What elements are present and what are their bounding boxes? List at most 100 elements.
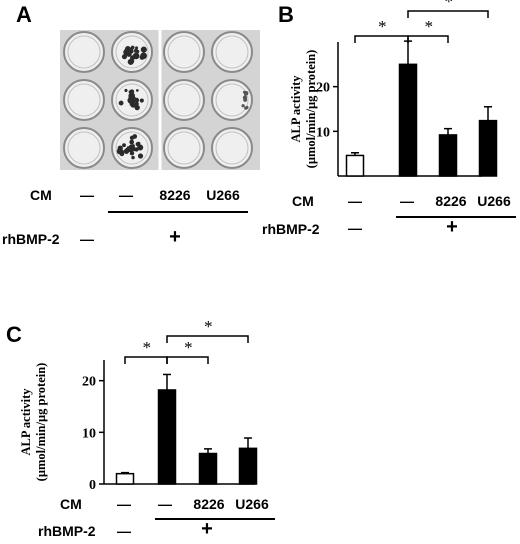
stain-spot-r1: [135, 46, 139, 50]
well-inner-r1-c1: [67, 35, 101, 69]
panel-b-cm-cond-3: 8226: [435, 193, 467, 209]
stain-spot-r2: [118, 100, 124, 106]
panel-c-rhbmp-label: rhBMP-2: [38, 523, 96, 539]
panel-c-rhbmp-cond-2: +: [201, 518, 213, 540]
panel-a-cm-cond-2: —: [119, 187, 133, 203]
C-significance-bracket: [166, 335, 249, 343]
well-inner-r1-c3: [167, 35, 201, 69]
B-significance-star: *: [444, 0, 453, 11]
well-r3-c1: [63, 127, 105, 169]
panel-c-cm-cond-3: 8226: [193, 496, 225, 512]
stain-spot-r1: [140, 56, 145, 60]
well-inner-r2-c4: [215, 83, 249, 117]
well-r3-c4: [211, 127, 253, 169]
B-bar-2: [398, 63, 418, 177]
panel-c-rhbmp-bracket: [155, 518, 275, 520]
stain-spot-r1: [127, 58, 134, 65]
B-bar-1: [345, 154, 365, 177]
well-r2-c1: [63, 79, 105, 121]
stain-spot-r2: [129, 97, 135, 103]
panel-c-cm-cond-1: —: [117, 496, 131, 512]
panel-c-label: C: [6, 322, 22, 347]
panel-a-label: A: [16, 2, 32, 27]
C-y-tick-label: 20: [82, 375, 96, 390]
well-r2-c3: [163, 79, 205, 121]
panel-a-rhbmp-cond-1: —: [80, 231, 94, 247]
stain-spot-r2: [135, 89, 139, 92]
stain-spot-r2: [134, 101, 139, 106]
panel-a-cm-label: CM: [30, 187, 52, 203]
panel-c-cm-label: CM: [60, 496, 82, 512]
stain-spot-r3: [131, 155, 135, 160]
stain-spot-r1: [124, 52, 129, 56]
C-bar-3: [198, 452, 218, 485]
C-significance-bracket: [166, 356, 209, 364]
B-significance-bracket: [407, 35, 449, 43]
well-inner-r3-c4: [215, 131, 249, 165]
panel-b-label: B: [278, 2, 294, 27]
panel-c-rhbmp-cond-1: —: [117, 523, 131, 539]
stain-spot-r3: [139, 146, 142, 149]
stain-spot-r2: [134, 104, 140, 111]
C-significance-bracket: [124, 356, 168, 364]
C-y-tick-label: 0: [89, 478, 96, 493]
B-y-tick-label: 20: [316, 81, 330, 96]
stain-spot-u266: [242, 90, 246, 94]
panel-b-cm-cond-1: —: [348, 193, 362, 209]
well-r1-c1: [63, 31, 105, 73]
B-y-axis-label: (µmol/min/µg protein): [304, 50, 318, 169]
C-bar-4: [238, 447, 258, 485]
B-bar-4: [478, 119, 498, 177]
stain-spot-u266: [244, 106, 248, 110]
panel-b-cm-cond-4: U266: [477, 193, 511, 209]
culture-plate-image: [60, 30, 260, 170]
stain-spot-r3: [137, 153, 144, 159]
well-r1-c3: [163, 31, 205, 73]
panel-a-cm-cond-1: —: [80, 187, 94, 203]
B-significance-star: *: [377, 17, 386, 36]
stain-spot-r1: [134, 48, 139, 53]
B-significance-star: *: [424, 17, 433, 36]
stain-spot-r3: [136, 141, 141, 146]
panel-b-rhbmp-cond-2: +: [446, 216, 458, 238]
well-inner-r2-c3: [167, 83, 201, 117]
well-r2-c4: [211, 79, 253, 121]
B-significance-bracket: [407, 10, 489, 18]
panel-a-cm-cond-3: 8226: [159, 187, 191, 203]
panel-c-cm-cond-2: —: [158, 496, 172, 512]
panel-a-rhbmp-cond-2: +: [169, 226, 181, 248]
panel-b-rhbmp-label: rhBMP-2: [262, 221, 320, 237]
well-inner-r3-c1: [67, 131, 101, 165]
B-bar-3: [438, 134, 458, 177]
C-y-tick-label: 10: [82, 426, 96, 441]
well-r3-c3: [163, 127, 205, 169]
panel-b-rhbmp-cond-1: —: [348, 220, 362, 236]
stain-spot-r3: [137, 145, 140, 148]
panel-b-rhbmp-bracket: [396, 216, 516, 218]
well-inner-r1-c4: [215, 35, 249, 69]
C-significance-star: *: [203, 317, 212, 336]
stain-spot-u266: [241, 104, 245, 108]
stain-spot-r1: [129, 49, 133, 53]
C-bar-2: [157, 389, 177, 485]
C-significance-star: *: [142, 338, 151, 357]
stain-spot-r1: [131, 54, 137, 60]
C-significance-star: *: [183, 338, 192, 357]
well-r1-c4: [211, 31, 253, 73]
stain-spot-r3: [119, 151, 125, 157]
stain-spot-r1: [140, 46, 147, 53]
well-inner-r3-c3: [167, 131, 201, 165]
well-inner-r1-c2: [115, 35, 149, 69]
stain-spot-r2: [128, 92, 135, 99]
well-inner-r2-c1: [67, 83, 101, 117]
B-y-axis-label: ALP activity: [289, 75, 303, 143]
stain-spot-r2: [139, 98, 144, 103]
C-y-axis-label: (µmol/min/µg protein): [34, 363, 48, 482]
panel-a-rhbmp-label: rhBMP-2: [2, 231, 60, 247]
stain-spot-u266: [243, 97, 248, 102]
stain-spot-r3: [130, 147, 133, 150]
stain-spot-r3: [129, 135, 135, 141]
stain-spot-r3: [122, 143, 126, 148]
